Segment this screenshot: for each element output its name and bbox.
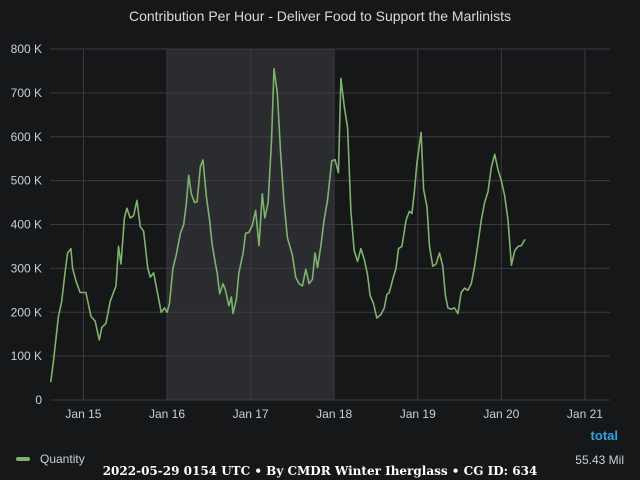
chart-series [49, 67, 526, 383]
y-tick-label: 800 K [11, 42, 42, 56]
x-tick-label: Jan 15 [65, 407, 101, 421]
line-chart[interactable]: 0 100 K 200 K 300 K 400 K 500 K 600 K 700 K 800 … [0, 0, 640, 430]
y-tick-label: 300 K [11, 261, 42, 275]
y-tick-label: 400 K [11, 218, 42, 232]
y-tick-label: 100 K [11, 349, 42, 363]
series-line-quantity[interactable] [49, 67, 526, 383]
y-axis: 0 100 K 200 K 300 K 400 K 500 K 600 K 700 K 800 … [11, 42, 43, 407]
footer-credit: 2022-05-29 0154 UTC • By CMDR Winter Ihe… [102, 464, 538, 478]
y-tick-label: 700 K [11, 86, 42, 100]
y-tick-label: 500 K [11, 174, 42, 188]
legend-swatch-quantity [16, 457, 30, 461]
chart-legend: Quantity [16, 452, 85, 466]
x-tick-label: Jan 20 [483, 407, 519, 421]
legend-total-header[interactable]: total [590, 428, 618, 443]
y-tick-label: 200 K [11, 305, 42, 319]
x-tick-label: Jan 21 [567, 407, 603, 421]
x-tick-label: Jan 19 [400, 407, 436, 421]
x-tick-label: Jan 17 [233, 407, 269, 421]
x-tick-label: Jan 16 [149, 407, 185, 421]
y-tick-label: 600 K [11, 130, 42, 144]
legend-total-value: 55.43 Mil [575, 453, 624, 467]
legend-item-quantity[interactable]: Quantity [40, 452, 85, 466]
y-tick-label: 0 [35, 393, 42, 407]
chart-title: Contribution Per Hour - Deliver Food to … [128, 8, 512, 24]
x-tick-label: Jan 18 [316, 407, 352, 421]
x-axis: Jan 15 Jan 16 Jan 17 Jan 18 Jan 19 Jan 20 Jan … [65, 407, 603, 421]
